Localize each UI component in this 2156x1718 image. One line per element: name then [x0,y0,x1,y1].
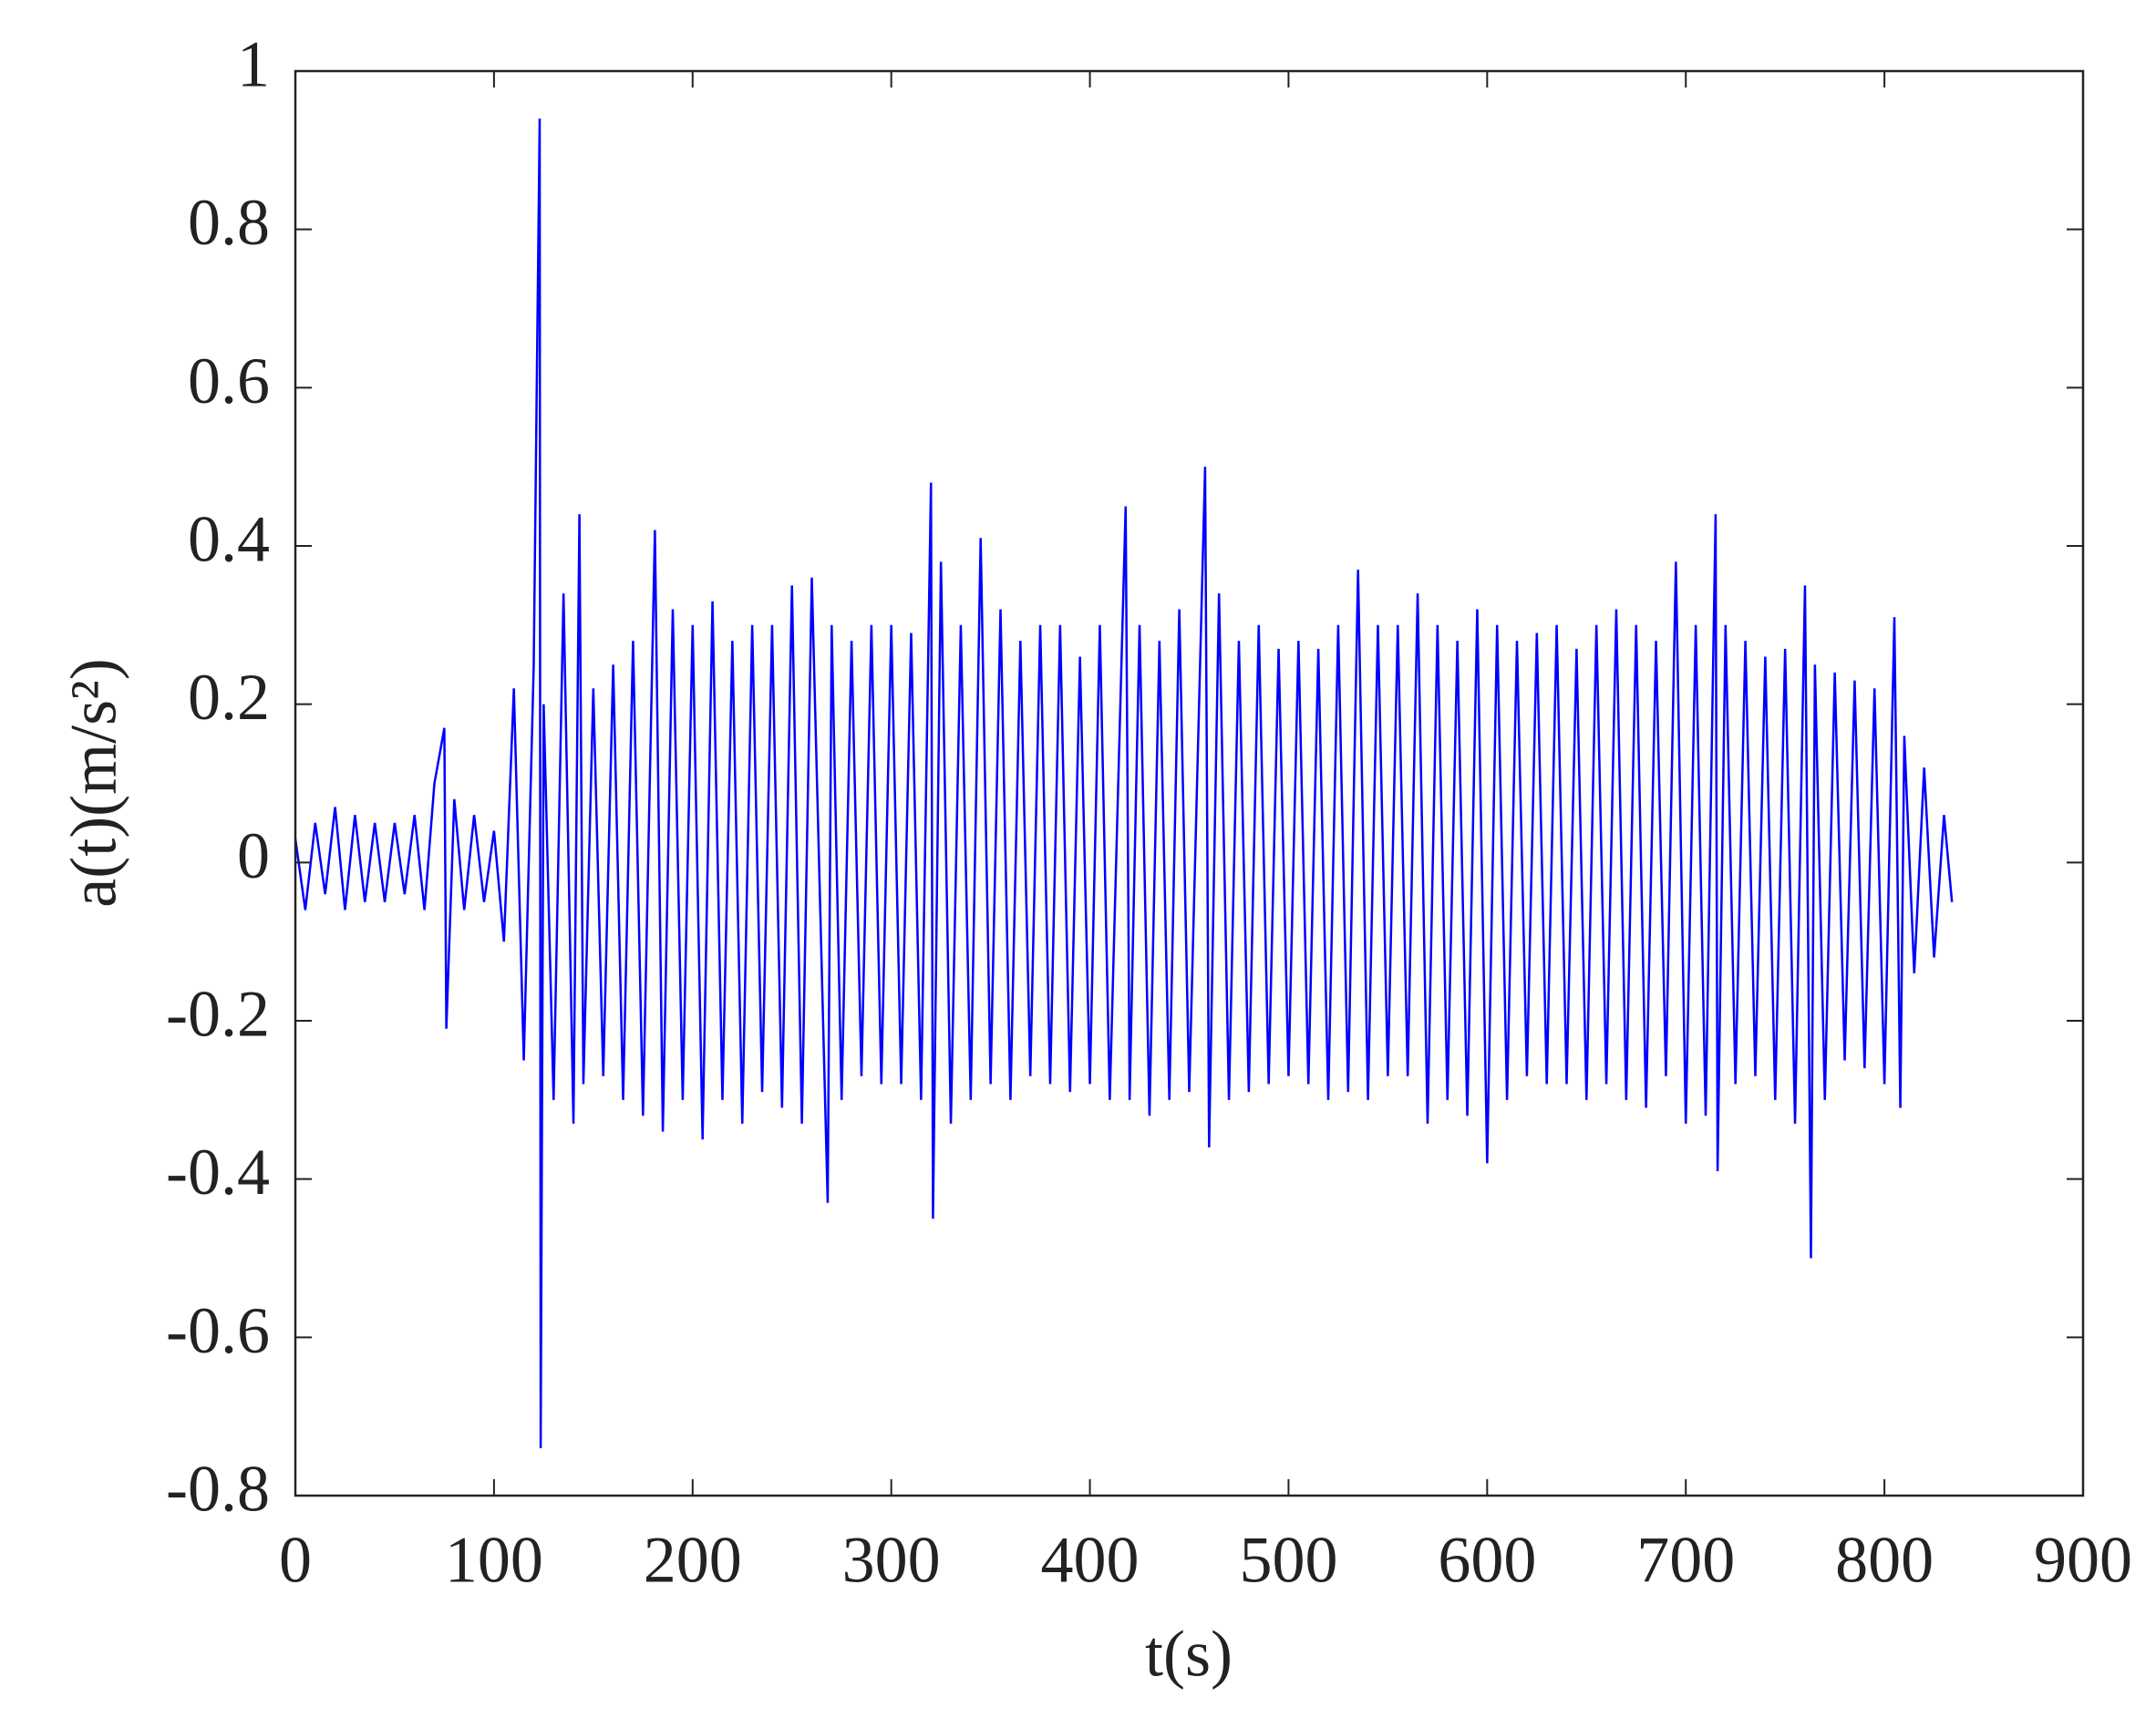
y-tick-label: -0.2 [166,978,270,1051]
x-tick-label: 200 [644,1524,742,1597]
y-axis-label: a(t)(m/s²) [57,658,130,907]
y-tick-label: -0.6 [166,1294,270,1367]
signal-line [294,118,1954,1448]
plot-frame [294,69,2085,1497]
y-tick-label: 1 [237,28,270,101]
y-tick-label: -0.4 [166,1136,270,1209]
y-tick-label: -0.8 [166,1453,270,1526]
x-axis-label: t(s) [1145,1618,1233,1691]
x-tick-label: 0 [279,1524,312,1597]
y-tick-label: 0.8 [188,186,270,259]
x-tick-label: 400 [1041,1524,1140,1597]
y-tick-label: 0.6 [188,345,270,417]
y-tick-label: 0.2 [188,661,270,734]
y-tick-label: 0.4 [188,503,270,576]
x-tick-label: 800 [1835,1524,1934,1597]
x-tick-label: 600 [1438,1524,1536,1597]
x-tick-label: 900 [2034,1524,2132,1597]
x-tick-label: 700 [1636,1524,1735,1597]
x-tick-label: 100 [445,1524,543,1597]
x-tick-label: 300 [842,1524,941,1597]
x-tick-label: 500 [1239,1524,1337,1597]
y-tick-label: 0 [237,819,270,892]
